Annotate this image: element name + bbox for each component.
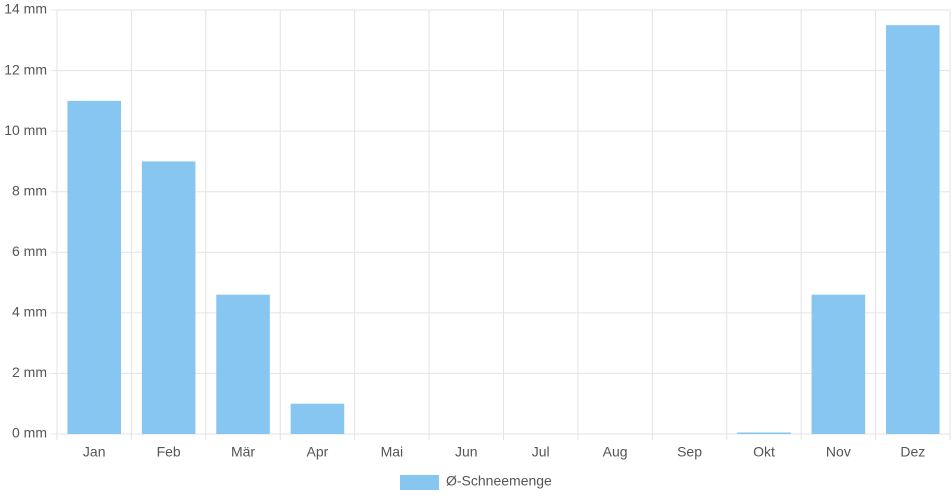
bar — [886, 25, 940, 435]
y-tick-label: 12 mm — [4, 61, 47, 77]
x-tick-label: Mai — [381, 444, 404, 460]
x-tick-label: Dez — [900, 444, 925, 460]
x-tick-label: Jan — [83, 444, 106, 460]
y-tick-label: 14 mm — [4, 1, 47, 17]
bar — [737, 432, 791, 434]
x-tick-label: Mär — [231, 444, 255, 460]
y-tick-label: 6 mm — [12, 243, 47, 259]
y-tick-label: 0 mm — [12, 425, 47, 441]
bar — [290, 403, 345, 434]
legend-swatch — [400, 475, 439, 490]
x-tick-label: Sep — [677, 444, 702, 460]
y-tick-label: 10 mm — [4, 122, 47, 138]
bar — [141, 161, 196, 434]
x-tick-label: Jul — [532, 444, 550, 460]
x-tick-label: Apr — [307, 444, 329, 460]
y-tick-label: 8 mm — [12, 182, 47, 198]
x-tick-label: Okt — [753, 444, 775, 460]
legend-label: Ø-Schneemenge — [446, 473, 552, 489]
bar — [811, 294, 866, 434]
x-tick-label: Nov — [826, 444, 851, 460]
bar — [67, 100, 121, 434]
x-tick-label: Jun — [455, 444, 478, 460]
y-tick-label: 2 mm — [12, 364, 47, 380]
y-tick-label: 4 mm — [12, 304, 47, 320]
x-tick-label: Feb — [157, 444, 181, 460]
x-tick-label: Aug — [603, 444, 628, 460]
bar — [216, 294, 270, 434]
